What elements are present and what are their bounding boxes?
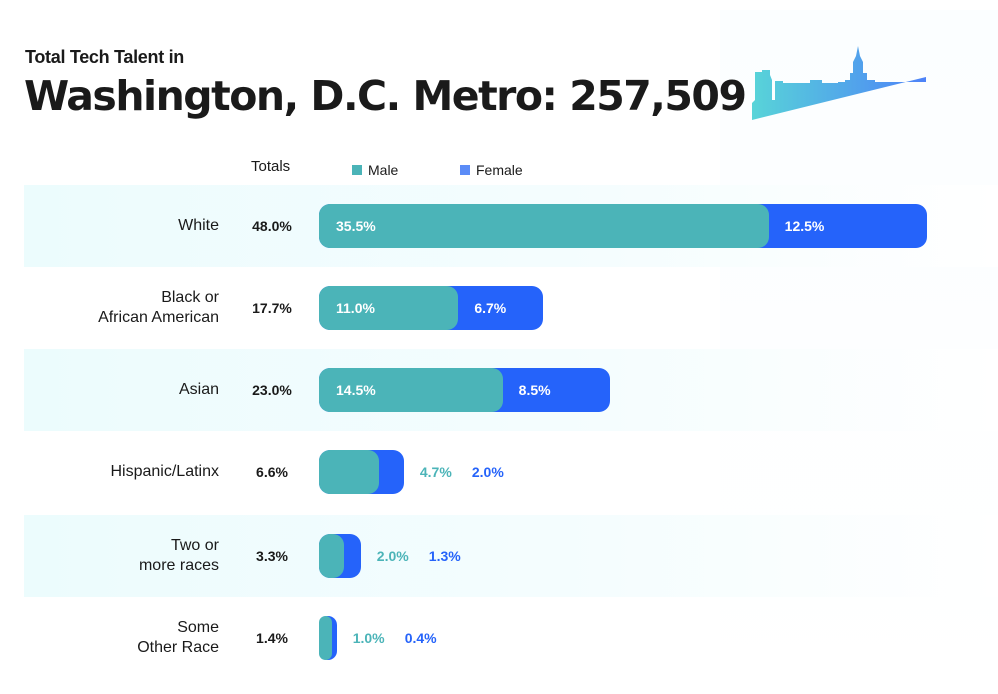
male-value-label: 1.0% bbox=[352, 630, 385, 646]
category-label: Hispanic/Latinx bbox=[110, 463, 220, 480]
total-label: 1.4% bbox=[256, 630, 288, 646]
bar-male bbox=[319, 616, 332, 660]
male-value-label: 4.7% bbox=[419, 464, 452, 480]
total-label: 6.6% bbox=[256, 464, 288, 480]
bar-male bbox=[319, 286, 459, 330]
category-label: Asian bbox=[178, 381, 219, 398]
bar-male bbox=[319, 204, 769, 248]
female-value-label: 12.5% bbox=[784, 218, 825, 234]
female-value-label: 6.7% bbox=[474, 300, 507, 316]
bar-male bbox=[319, 368, 503, 412]
male-value-label: 2.0% bbox=[376, 548, 409, 564]
female-value-label: 8.5% bbox=[518, 382, 551, 398]
category-label: Two or more races bbox=[138, 537, 219, 574]
legend-male: Male bbox=[352, 162, 398, 178]
total-label: 17.7% bbox=[252, 300, 292, 316]
bar-male bbox=[319, 450, 379, 494]
bar-male bbox=[319, 534, 345, 578]
total-label: 23.0% bbox=[252, 382, 292, 398]
chart-subtitle: Total Tech Talent in bbox=[25, 47, 185, 67]
male-value-label: 11.0% bbox=[336, 300, 375, 316]
bar-row: Some Other Race 1.4% 1.0% 0.4% bbox=[24, 597, 998, 679]
bar-row: Black or African American 17.7% 11.0% 6.… bbox=[24, 267, 998, 349]
bar-row: White 48.0% 35.5% 12.5% bbox=[24, 185, 998, 267]
chart-title: Washington, D.C. Metro: 257,509 bbox=[24, 72, 747, 120]
legend-label-male: Male bbox=[368, 162, 399, 178]
category-label: White bbox=[178, 217, 219, 234]
male-value-label: 35.5% bbox=[336, 218, 376, 234]
total-label: 48.0% bbox=[252, 218, 292, 234]
category-label: Some Other Race bbox=[137, 619, 219, 656]
legend-swatch-female bbox=[460, 165, 470, 175]
category-label: Black or African American bbox=[98, 289, 219, 326]
bar-row: Hispanic/Latinx 6.6% 4.7% 2.0% bbox=[24, 431, 998, 513]
female-value-label: 2.0% bbox=[471, 464, 504, 480]
legend-swatch-male bbox=[352, 165, 362, 175]
totals-header: Totals bbox=[251, 158, 291, 175]
female-value-label: 0.4% bbox=[404, 630, 437, 646]
bar-row: Two or more races 3.3% 2.0% 1.3% bbox=[24, 515, 998, 597]
legend-female: Female bbox=[460, 162, 523, 178]
dc-skyline-icon bbox=[752, 46, 926, 120]
bar-row: Asian 23.0% 14.5% 8.5% bbox=[24, 349, 998, 431]
total-label: 3.3% bbox=[256, 548, 288, 564]
male-value-label: 14.5% bbox=[336, 382, 376, 398]
legend-label-female: Female bbox=[476, 162, 523, 178]
female-value-label: 1.3% bbox=[428, 548, 461, 564]
